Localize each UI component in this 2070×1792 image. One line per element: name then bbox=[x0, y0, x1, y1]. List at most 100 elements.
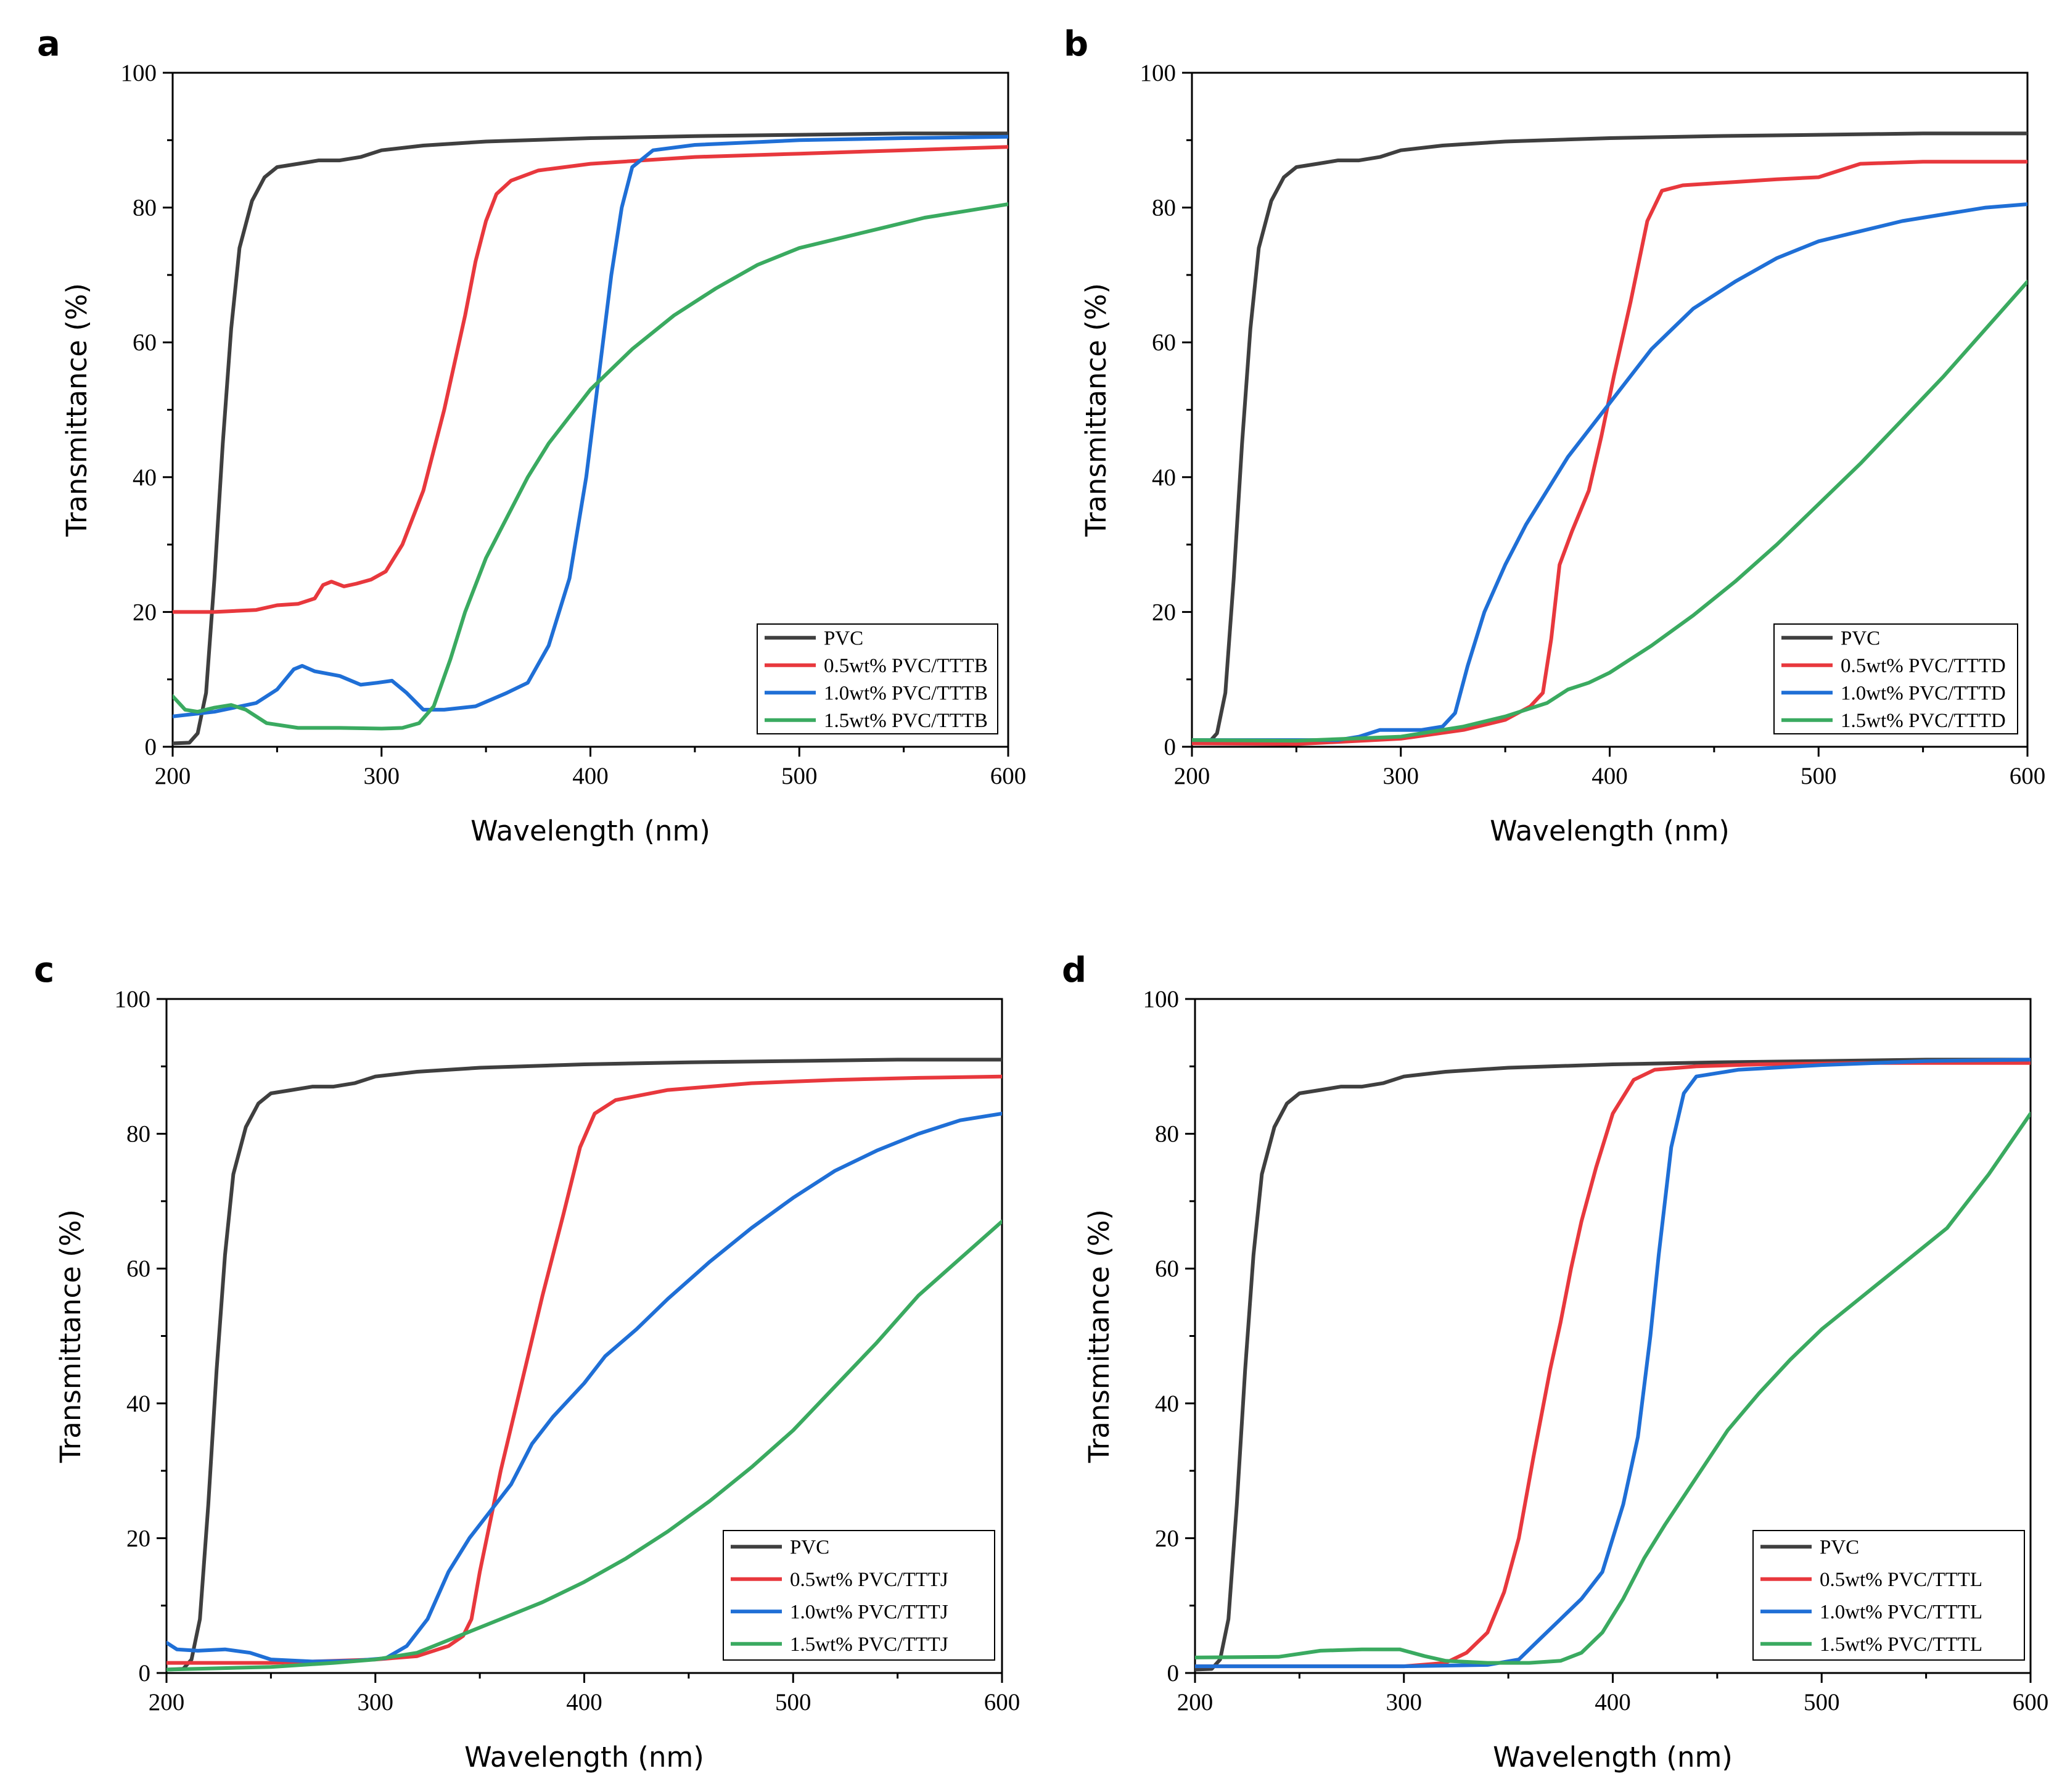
x-tick-label: 500 bbox=[775, 1689, 811, 1716]
x-tick-label: 300 bbox=[1383, 763, 1419, 789]
y-axis-label: Transmittance (%) bbox=[60, 283, 93, 537]
legend-entry: 1.5wt% PVC/TTTB bbox=[824, 710, 988, 732]
legend: PVC 0.5wt% PVC/TTTL 1.0wt% PVC/TTTL 1.5wt% … bbox=[1752, 1530, 2025, 1661]
x-tick-label: 400 bbox=[1592, 763, 1628, 789]
x-tick-label: 300 bbox=[364, 763, 400, 789]
y-tick-label: 40 bbox=[1155, 1391, 1179, 1417]
y-tick-label: 80 bbox=[126, 1121, 150, 1148]
chart-panel-b: b 200 300 400 500 600 0 20 40 60 80 100 Wavelength (… bbox=[1064, 24, 2045, 847]
legend-entry: PVC bbox=[824, 627, 863, 649]
legend: PVC 0.5wt% PVC/TTTB 1.0wt% PVC/TTTB 1.5wt% … bbox=[757, 623, 998, 734]
legend: PVC 0.5wt% PVC/TTTD 1.0wt% PVC/TTTD 1.5wt% … bbox=[1773, 623, 2018, 734]
y-tick-label: 40 bbox=[1152, 464, 1176, 491]
legend-entry: 1.0wt% PVC/TTTL bbox=[1820, 1601, 1982, 1623]
legend-entry: 1.0wt% PVC/TTTD bbox=[1841, 682, 2006, 704]
y-tick-label: 40 bbox=[126, 1391, 150, 1417]
legend-entry: 1.5wt% PVC/TTTJ bbox=[790, 1634, 948, 1656]
y-tick-label: 40 bbox=[133, 464, 157, 491]
panel-label: b bbox=[1064, 24, 1088, 64]
x-tick-label: 200 bbox=[149, 1689, 185, 1716]
series-line-3 bbox=[1195, 1111, 2031, 1665]
chart-panel-c: c 200 300 400 500 600 0 20 40 60 80 100 Wavelength (… bbox=[34, 950, 1020, 1774]
legend-entry: PVC bbox=[1841, 627, 1880, 649]
series-line-3 bbox=[166, 1219, 1002, 1672]
y-tick-label: 0 bbox=[1167, 1660, 1180, 1687]
y-tick-label: 20 bbox=[1155, 1525, 1179, 1552]
y-tick-label: 20 bbox=[133, 599, 157, 625]
panel-label: a bbox=[37, 24, 60, 64]
x-tick-label: 500 bbox=[1804, 1689, 1840, 1716]
x-tick-label: 500 bbox=[781, 763, 818, 789]
x-axis-label: Wavelength (nm) bbox=[1493, 1741, 1733, 1774]
panel-label: d bbox=[1062, 950, 1086, 990]
series-line-0 bbox=[166, 1058, 1002, 1672]
chart-panel-a: a 200 300 400 500 600 0 20 40 60 80 100 Wavelength (… bbox=[37, 24, 1026, 847]
y-tick-label: 80 bbox=[133, 195, 157, 221]
x-tick-label: 600 bbox=[984, 1689, 1021, 1716]
legend-box bbox=[723, 1530, 995, 1661]
x-tick-label: 600 bbox=[990, 763, 1027, 789]
y-tick-label: 60 bbox=[1155, 1256, 1179, 1282]
x-axis-label: Wavelength (nm) bbox=[1490, 815, 1730, 847]
series-line-0 bbox=[1192, 131, 2027, 746]
y-tick-label: 20 bbox=[1152, 599, 1176, 625]
y-tick-label: 60 bbox=[126, 1256, 150, 1282]
panel-label: c bbox=[34, 950, 54, 990]
y-tick-label: 100 bbox=[1140, 60, 1177, 86]
legend-entry: 1.5wt% PVC/TTTD bbox=[1841, 710, 2006, 732]
legend-entry: PVC bbox=[1820, 1536, 1859, 1558]
x-tick-label: 300 bbox=[1386, 1689, 1423, 1716]
x-axis-label: Wavelength (nm) bbox=[464, 1741, 704, 1774]
x-tick-label: 200 bbox=[1177, 1689, 1214, 1716]
series-line-1 bbox=[1195, 1061, 2031, 1669]
y-axis-label: Transmittance (%) bbox=[1080, 283, 1112, 537]
series-line-2 bbox=[1195, 1058, 2031, 1669]
y-tick-label: 60 bbox=[1152, 329, 1176, 356]
x-axis-label: Wavelength (nm) bbox=[470, 815, 710, 847]
series-line-2 bbox=[173, 134, 1008, 718]
x-tick-label: 400 bbox=[1595, 1689, 1631, 1716]
legend-entry: PVC bbox=[790, 1536, 829, 1558]
y-tick-label: 80 bbox=[1152, 195, 1176, 221]
legend-entry: 0.5wt% PVC/TTTB bbox=[824, 655, 988, 677]
y-tick-label: 100 bbox=[115, 986, 151, 1013]
y-tick-label: 80 bbox=[1155, 1121, 1179, 1148]
legend-entry: 0.5wt% PVC/TTTL bbox=[1820, 1569, 1982, 1591]
legend-entry: 1.0wt% PVC/TTTJ bbox=[790, 1601, 948, 1623]
legend-entry: 0.5wt% PVC/TTTD bbox=[1841, 655, 2006, 677]
chart-panel-d: d 200 300 400 500 600 0 20 40 60 80 100 Wavelength (… bbox=[1062, 950, 2048, 1774]
legend-entry: 1.0wt% PVC/TTTB bbox=[824, 682, 988, 704]
x-tick-label: 200 bbox=[155, 763, 191, 789]
x-tick-label: 200 bbox=[1174, 763, 1210, 789]
y-tick-label: 100 bbox=[1143, 986, 1180, 1013]
legend: PVC 0.5wt% PVC/TTTJ 1.0wt% PVC/TTTJ 1.5wt% … bbox=[723, 1530, 995, 1661]
y-axis-label: Transmittance (%) bbox=[54, 1209, 87, 1463]
x-tick-label: 400 bbox=[572, 763, 609, 789]
series-line-0 bbox=[173, 131, 1008, 746]
legend-entry: 0.5wt% PVC/TTTJ bbox=[790, 1569, 948, 1591]
y-tick-label: 100 bbox=[121, 60, 157, 86]
x-tick-label: 500 bbox=[1801, 763, 1837, 789]
series-line-2 bbox=[166, 1111, 1002, 1664]
series-line-1 bbox=[166, 1074, 1002, 1665]
legend-box bbox=[1752, 1530, 2025, 1661]
y-axis-label: Transmittance (%) bbox=[1083, 1209, 1115, 1463]
legend-entry: 1.5wt% PVC/TTTL bbox=[1820, 1634, 1982, 1656]
legend-box bbox=[757, 623, 998, 734]
series-line-3 bbox=[1192, 279, 2027, 743]
series-line-3 bbox=[173, 202, 1008, 731]
y-tick-label: 0 bbox=[1164, 734, 1177, 760]
x-tick-label: 300 bbox=[358, 1689, 394, 1716]
y-tick-label: 20 bbox=[126, 1525, 150, 1552]
y-tick-label: 0 bbox=[139, 1660, 151, 1687]
series-line-1 bbox=[173, 145, 1008, 614]
series-line-2 bbox=[1192, 202, 2027, 742]
series-line-0 bbox=[1195, 1058, 2031, 1672]
x-tick-label: 600 bbox=[2010, 763, 2046, 789]
y-tick-label: 60 bbox=[133, 329, 157, 356]
legend-box bbox=[1773, 623, 2018, 734]
x-tick-label: 400 bbox=[566, 1689, 602, 1716]
y-tick-label: 0 bbox=[145, 734, 157, 760]
x-tick-label: 600 bbox=[2013, 1689, 2049, 1716]
